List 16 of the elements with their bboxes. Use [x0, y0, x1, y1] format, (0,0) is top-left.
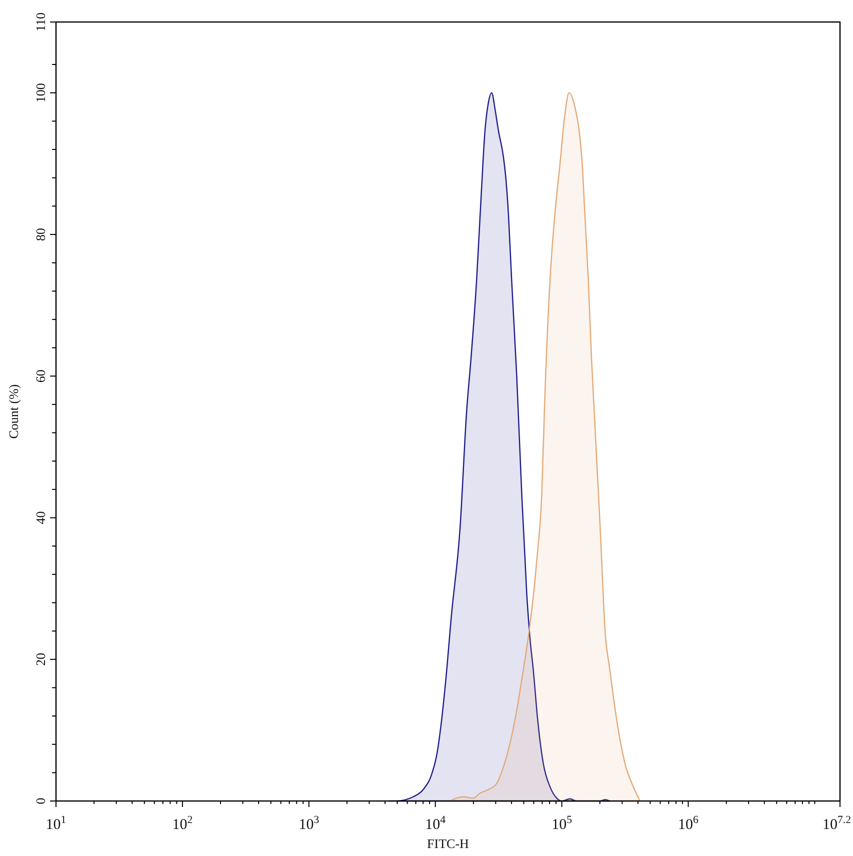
y-tick-label: 110	[33, 12, 48, 32]
y-tick-label: 40	[33, 511, 48, 524]
y-tick-label: 80	[33, 228, 48, 241]
x-tick-label: 10$^{3}$	[298, 814, 320, 833]
y-tick-label: 0	[33, 798, 48, 804]
y-tick-label: 100	[33, 83, 48, 103]
x-tick-label: 10$^{6}$	[678, 814, 700, 833]
x-axis-title: FITC-H	[427, 836, 469, 851]
x-tick-label: 10$^{5}$	[552, 814, 572, 833]
y-tick-label: 20	[33, 652, 48, 666]
y-axis-title: Count (%)	[6, 384, 21, 439]
x-tick-label: 10$^{2}$	[172, 814, 193, 833]
x-tick-label: 10$^{7.2}$	[822, 814, 851, 833]
y-tick-label: 60	[33, 370, 48, 383]
x-tick-label: 10$^{1}$	[46, 814, 66, 833]
x-tick-label: 10$^{4}$	[425, 814, 446, 833]
